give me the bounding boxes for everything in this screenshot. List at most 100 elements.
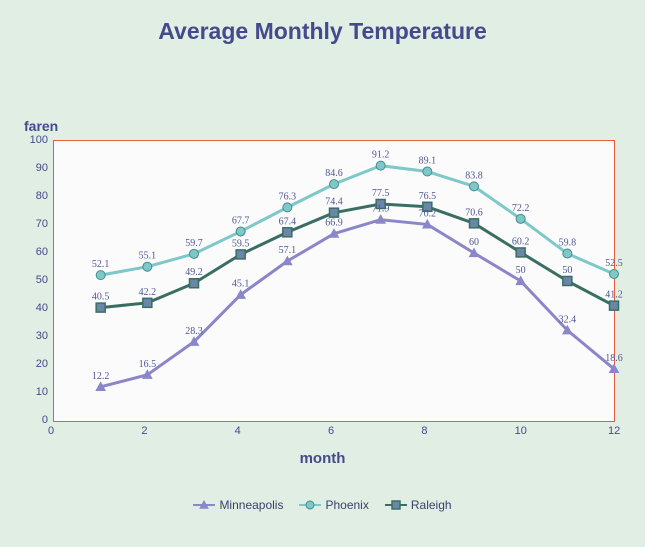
value-label: 45.1 (232, 279, 250, 290)
y-tick-label: 100 (30, 134, 48, 146)
data-point (96, 303, 105, 312)
value-label: 72.2 (512, 203, 529, 214)
value-label: 40.5 (92, 292, 110, 303)
data-point (516, 277, 525, 285)
value-label: 55.1 (139, 251, 157, 262)
value-label: 76.3 (279, 191, 297, 202)
data-point (330, 229, 339, 237)
chart-container: Average Monthly Temperature faren 12.2 16… (0, 0, 645, 547)
data-point (423, 220, 432, 228)
value-label: 59.5 (232, 238, 250, 249)
data-point (236, 250, 245, 259)
value-label: 74.4 (325, 197, 343, 208)
value-label: 28.3 (185, 326, 203, 337)
value-label: 71.9 (372, 204, 390, 215)
chart-svg: 12.2 16.5 28.3 45.1 57.1 66.9 71.9 70.2 60 50 32.4… (54, 141, 614, 421)
value-label: 70.6 (465, 207, 483, 218)
data-point (610, 301, 619, 310)
value-label: 83.8 (465, 170, 483, 181)
y-tick-label: 60 (36, 246, 48, 258)
value-label: 59.7 (185, 238, 203, 249)
value-label: 67.4 (279, 216, 297, 227)
legend-label: Minneapolis (219, 498, 283, 512)
value-label: 67.7 (232, 215, 250, 226)
circle-icon (299, 499, 321, 511)
y-axis-label: faren (24, 118, 58, 134)
legend: Minneapolis Phoenix Raleigh (0, 498, 645, 516)
value-label: 16.5 (139, 359, 157, 370)
x-tick-label: 12 (608, 425, 620, 437)
y-tick-label: 50 (36, 274, 48, 286)
value-label: 70.2 (419, 208, 437, 219)
data-point (516, 248, 525, 257)
data-point (190, 279, 199, 288)
legend-item: Phoenix (299, 498, 368, 512)
value-label: 50 (562, 265, 572, 276)
value-label: 50 (516, 265, 526, 276)
value-label: 91.2 (372, 150, 390, 161)
value-label: 52.1 (92, 259, 110, 270)
value-label: 18.6 (605, 353, 623, 364)
data-point (610, 364, 619, 372)
data-point (190, 337, 199, 345)
value-label: 41.2 (605, 290, 623, 301)
data-point (610, 270, 619, 279)
value-label: 60 (469, 237, 479, 248)
value-label: 84.6 (325, 168, 343, 179)
triangle-icon (193, 499, 215, 511)
series-line (101, 166, 614, 275)
legend-label: Raleigh (411, 498, 452, 512)
data-point (423, 167, 432, 176)
data-point (423, 202, 432, 211)
x-tick-label: 4 (235, 425, 241, 437)
value-label: 66.9 (325, 218, 343, 229)
data-point (470, 182, 479, 191)
value-label: 12.2 (92, 371, 110, 382)
series-line (101, 204, 614, 308)
value-label: 76.5 (419, 191, 437, 202)
x-tick-label: 2 (141, 425, 147, 437)
data-point (376, 161, 385, 170)
x-axis-label: month (0, 450, 645, 467)
y-tick-label: 90 (36, 162, 48, 174)
value-label: 52.5 (605, 258, 623, 269)
data-point (470, 249, 479, 257)
value-label: 89.1 (419, 156, 437, 167)
data-point (330, 208, 339, 217)
square-icon (385, 499, 407, 511)
data-point (283, 203, 292, 212)
data-point (563, 326, 572, 334)
data-point (236, 290, 245, 298)
data-point (143, 298, 152, 307)
value-label: 32.4 (559, 314, 577, 325)
data-point (470, 219, 479, 228)
value-label: 77.5 (372, 188, 390, 199)
data-point (143, 370, 152, 378)
data-point (563, 277, 572, 286)
y-tick-label: 20 (36, 358, 48, 370)
data-point (283, 257, 292, 265)
data-point (516, 214, 525, 223)
data-point (563, 249, 572, 258)
x-tick-label: 6 (328, 425, 334, 437)
data-point (283, 228, 292, 237)
y-tick-label: 40 (36, 302, 48, 314)
legend-label: Phoenix (325, 498, 368, 512)
y-tick-label: 70 (36, 218, 48, 230)
value-label: 49.2 (185, 267, 203, 278)
legend-item: Raleigh (385, 498, 452, 512)
value-label: 57.1 (279, 245, 297, 256)
plot-area: 12.2 16.5 28.3 45.1 57.1 66.9 71.9 70.2 60 50 32.4… (53, 140, 615, 422)
data-point (376, 200, 385, 209)
chart-title: Average Monthly Temperature (0, 18, 645, 45)
value-label: 59.8 (559, 238, 577, 249)
data-point (330, 180, 339, 189)
data-point (143, 262, 152, 271)
y-tick-label: 30 (36, 330, 48, 342)
legend-item: Minneapolis (193, 498, 283, 512)
data-point (190, 249, 199, 258)
y-tick-label: 80 (36, 190, 48, 202)
x-tick-label: 0 (48, 425, 54, 437)
data-point (236, 227, 245, 236)
value-label: 42.2 (139, 287, 157, 298)
